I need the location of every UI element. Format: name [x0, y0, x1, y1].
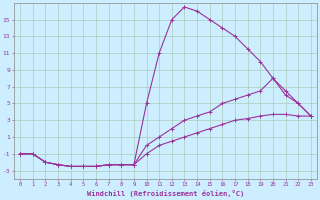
X-axis label: Windchill (Refroidissement éolien,°C): Windchill (Refroidissement éolien,°C) — [87, 190, 244, 197]
